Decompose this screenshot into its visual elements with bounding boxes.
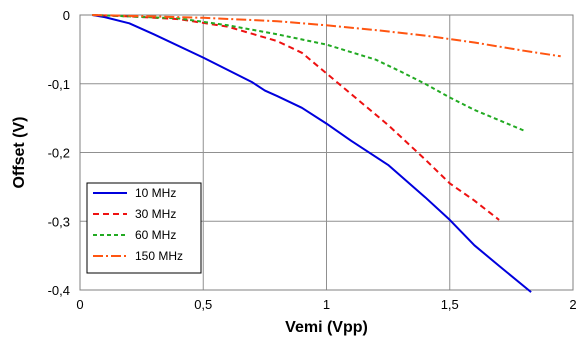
y-tick-label: -0,3 xyxy=(48,214,70,229)
legend-label: 30 MHz xyxy=(135,207,176,221)
y-tick-label: -0,4 xyxy=(48,283,70,298)
legend-label: 10 MHz xyxy=(135,186,176,200)
x-axis-title: Vemi (Vpp) xyxy=(285,319,368,336)
y-tick-label: 0 xyxy=(63,8,70,23)
y-tick-label: -0,2 xyxy=(48,146,70,161)
series-lines xyxy=(92,14,561,293)
y-tick-label: -0,1 xyxy=(48,77,70,92)
y-axis-ticks: 0 -0,1 -0,2 -0,3 -0,4 xyxy=(48,8,70,298)
legend-label: 60 MHz xyxy=(135,228,176,242)
plot-area xyxy=(79,14,574,291)
x-axis-ticks: 0 0,5 1 1,5 2 xyxy=(76,297,576,312)
series-line-30-mhz xyxy=(92,14,500,221)
x-tick-label: 1 xyxy=(323,297,330,312)
x-tick-label: 0,5 xyxy=(194,297,212,312)
legend-box xyxy=(86,182,202,274)
series-line-150-mhz xyxy=(92,14,561,58)
y-axis-title: Offset (V) xyxy=(11,117,28,189)
x-tick-label: 1,5 xyxy=(441,297,459,312)
legend-label: 150 MHz xyxy=(135,249,183,263)
series-line-10-mhz xyxy=(92,14,532,293)
x-tick-label: 2 xyxy=(569,297,576,312)
legend: 10 MHz 30 MHz 60 MHz 150 MHz xyxy=(86,182,202,274)
series-line-60-mhz xyxy=(92,14,525,132)
x-tick-label: 0 xyxy=(76,297,83,312)
